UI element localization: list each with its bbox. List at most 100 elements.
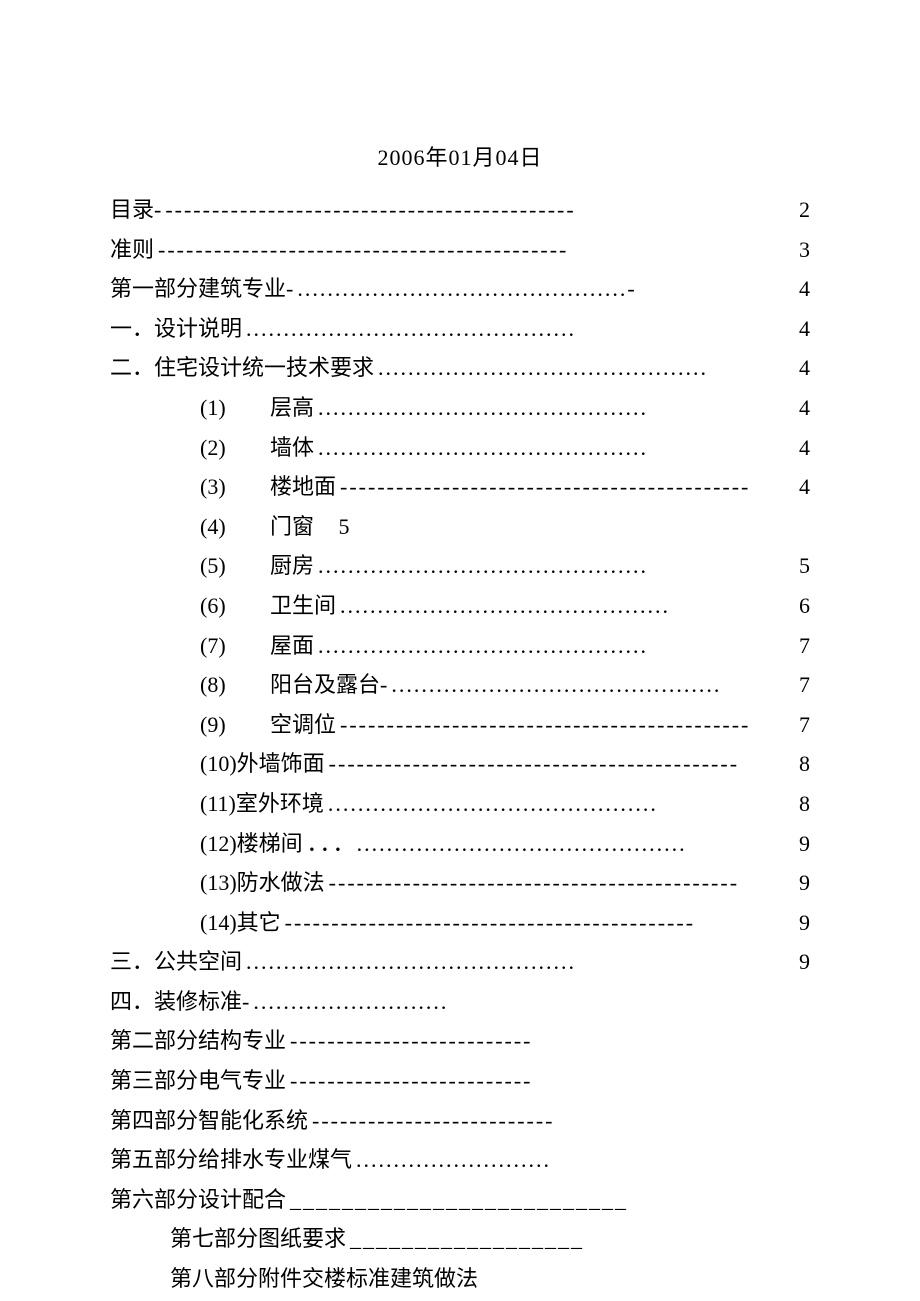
toc-page-number: 3 — [790, 230, 810, 270]
toc-label: (5) 厨房 — [200, 546, 314, 586]
toc-entry: (10)外墙饰面--------------------------------… — [110, 744, 810, 784]
toc-leader: ----------------------------------------… — [154, 230, 790, 270]
toc-leader: ........................................… — [314, 388, 790, 428]
toc-leader: ........................................… — [336, 586, 790, 626]
toc-label: 第一部分建筑专业- — [110, 269, 293, 309]
toc-leader: .......................... — [249, 982, 452, 1022]
toc-label: 目录- — [110, 190, 161, 230]
toc-entry: (4) 门窗 5 — [110, 507, 810, 547]
toc-entry: 准则--------------------------------------… — [110, 230, 810, 270]
toc-item-title: 卫生间 — [270, 593, 336, 618]
toc-label: 第八部分附件交楼标准建筑做法 — [170, 1259, 478, 1299]
toc-item-title: 门窗 — [270, 514, 314, 539]
toc-entry: 第七部分图纸要求__________________ — [110, 1219, 810, 1259]
toc-leader: ．．．.....................................… — [303, 824, 790, 864]
toc-leader: ........................................… — [324, 784, 790, 824]
toc-page-number: 9 — [790, 903, 810, 943]
toc-page-number: 2 — [790, 190, 810, 230]
document-date: 2006年01月04日 — [110, 140, 810, 172]
toc-entry: 二．住宅设计统一技术要求............................… — [110, 348, 810, 388]
toc-entry: (11)室外环境................................… — [110, 784, 810, 824]
toc-item-number: (5) — [200, 546, 248, 586]
toc-entry: 第二部分结构专业-------------------------- — [110, 1021, 810, 1061]
toc-item-title: 层高 — [270, 395, 314, 420]
toc-item-number: (3) — [200, 467, 248, 507]
toc-leader: -------------------------- — [286, 1061, 536, 1101]
toc-entry: 第四部分智能化系统-------------------------- — [110, 1101, 810, 1141]
toc-leader: -------------------------- — [286, 1021, 536, 1061]
toc-label: 第六部分设计配合 — [110, 1180, 286, 1220]
toc-leader: ........................................… — [293, 269, 790, 309]
toc-leader: __________________________ — [286, 1180, 632, 1220]
toc-page-number: 4 — [790, 428, 810, 468]
toc-label: 四．装修标准- — [110, 982, 249, 1022]
toc-leader: ----------------------------------------… — [325, 863, 790, 903]
toc-page-number: 9 — [790, 824, 810, 864]
toc-item-number: (12) — [200, 831, 237, 856]
toc-item-title: 厨房 — [270, 553, 314, 578]
toc-label: (14)其它 — [200, 903, 281, 943]
toc-item-title: 其它 — [237, 910, 281, 935]
toc-item-title: 防水做法 — [237, 870, 325, 895]
toc-entry: 第八部分附件交楼标准建筑做法 — [110, 1259, 810, 1299]
toc-page-number: 8 — [790, 744, 810, 784]
toc-page-number: 4 — [790, 269, 810, 309]
toc-item-title: 空调位 — [270, 712, 336, 737]
toc-leader: ........................................… — [314, 626, 790, 666]
toc-label: 一．设计说明 — [110, 309, 242, 349]
toc-page-number: 7 — [790, 626, 810, 666]
toc-item-number: (4) — [200, 507, 248, 547]
toc-leader — [314, 507, 330, 547]
toc-entry: (7) 屋面..................................… — [110, 626, 810, 666]
toc-page-number: 5 — [790, 546, 810, 586]
toc-item-title: 屋面 — [270, 633, 314, 658]
toc-entry: (1) 层高..................................… — [110, 388, 810, 428]
toc-label: (7) 屋面 — [200, 626, 314, 666]
toc-entry: (2) 墙体..................................… — [110, 428, 810, 468]
toc-entry: 目录--------------------------------------… — [110, 190, 810, 230]
toc-label: (3) 楼地面 — [200, 467, 336, 507]
toc-leader: .......................... — [352, 1140, 555, 1180]
toc-item-number: (6) — [200, 586, 248, 626]
toc-item-number: (8) — [200, 665, 248, 705]
toc-leader: ----------------------------------------… — [161, 190, 790, 230]
toc-item-number: (10) — [200, 751, 237, 776]
toc-entry: 四．装修标准-.......................... — [110, 982, 810, 1022]
table-of-contents: 目录--------------------------------------… — [110, 190, 810, 1299]
toc-entry: 第一部分建筑专业-...............................… — [110, 269, 810, 309]
toc-label: 三．公共空间 — [110, 942, 242, 982]
toc-entry: (8) 阳台及露台-..............................… — [110, 665, 810, 705]
toc-entry: (6) 卫生间.................................… — [110, 586, 810, 626]
toc-label: (13)防水做法 — [200, 863, 325, 903]
toc-leader: ----------------------------------------… — [281, 903, 790, 943]
toc-label: (12)楼梯间 — [200, 824, 303, 864]
toc-label: 第七部分图纸要求 — [170, 1219, 346, 1259]
toc-page-number: 5 — [330, 507, 350, 547]
toc-item-title: 阳台及露台- — [270, 672, 387, 697]
toc-label: (4) 门窗 — [200, 507, 314, 547]
toc-label: 第四部分智能化系统 — [110, 1101, 308, 1141]
toc-item-number: (11) — [200, 791, 236, 816]
toc-page-number: 7 — [790, 665, 810, 705]
toc-item-number: (7) — [200, 626, 248, 666]
toc-leader — [478, 1259, 494, 1299]
toc-page-number: 8 — [790, 784, 810, 824]
toc-label: (1) 层高 — [200, 388, 314, 428]
toc-label: 二．住宅设计统一技术要求 — [110, 348, 374, 388]
toc-item-number: (2) — [200, 428, 248, 468]
toc-label: (11)室外环境 — [200, 784, 324, 824]
toc-leader: ........................................… — [242, 942, 790, 982]
toc-leader: ........................................… — [387, 665, 790, 705]
toc-entry: 第三部分电气专业-------------------------- — [110, 1061, 810, 1101]
toc-label: 第二部分结构专业 — [110, 1021, 286, 1061]
toc-page-number: 4 — [790, 388, 810, 428]
toc-leader: ........................................… — [314, 546, 790, 586]
toc-label: (8) 阳台及露台- — [200, 665, 387, 705]
toc-leader: __________________ — [346, 1219, 588, 1259]
toc-page-number: 6 — [790, 586, 810, 626]
toc-leader: ----------------------------------------… — [325, 744, 790, 784]
toc-label: 第三部分电气专业 — [110, 1061, 286, 1101]
toc-entry: (3) 楼地面---------------------------------… — [110, 467, 810, 507]
toc-item-title: 室外环境 — [236, 791, 324, 816]
toc-entry: 一．设计说明..................................… — [110, 309, 810, 349]
